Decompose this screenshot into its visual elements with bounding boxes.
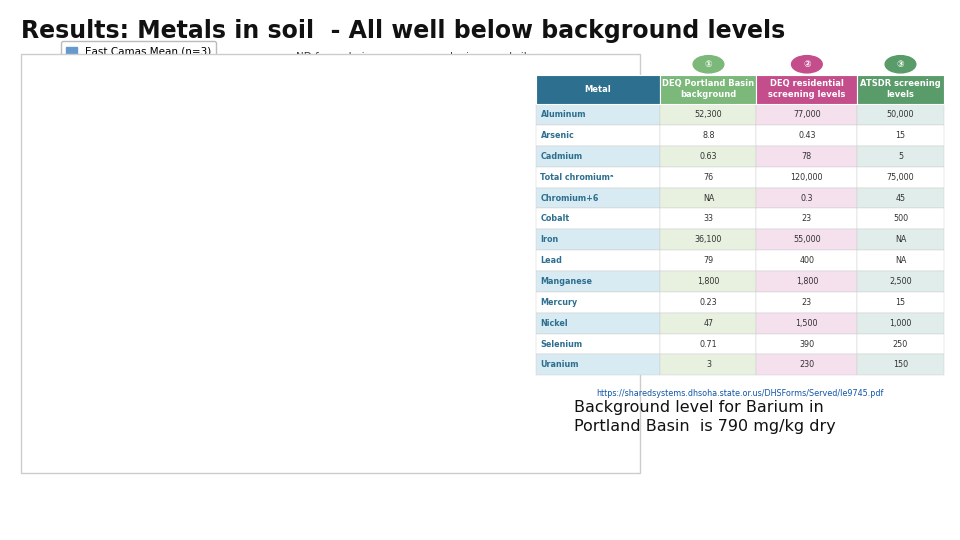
Text: 50,000: 50,000	[887, 110, 914, 119]
Text: 0.43: 0.43	[798, 131, 816, 140]
Text: Aluminum: Aluminum	[540, 110, 586, 119]
Text: Metal: Metal	[585, 85, 612, 94]
Text: Manganese: Manganese	[540, 277, 592, 286]
Legend: East Camas Mean (n=3), West Camas (n=1): East Camas Mean (n=3), West Camas (n=1)	[61, 41, 216, 77]
Text: 400: 400	[800, 256, 814, 265]
Text: 45: 45	[896, 193, 905, 202]
Text: Cadmium: Cadmium	[540, 152, 583, 161]
Text: DEQ residential
screening levels: DEQ residential screening levels	[768, 79, 846, 99]
Bar	[369, 403, 391, 421]
Text: ③: ③	[897, 60, 904, 69]
Text: 33: 33	[704, 214, 713, 224]
Text: 120,000: 120,000	[791, 173, 823, 181]
Text: 1,000: 1,000	[889, 319, 912, 328]
Text: 5: 5	[898, 152, 903, 161]
Text: 500: 500	[893, 214, 908, 224]
Text: Arsenic: Arsenic	[540, 131, 574, 140]
Text: 230: 230	[800, 360, 814, 369]
Text: 2,500: 2,500	[889, 277, 912, 286]
Text: 0.23: 0.23	[700, 298, 717, 307]
Text: Results: Metals in soil  - All well below background levels: Results: Metals in soil - All well below…	[21, 19, 785, 43]
Text: Total chromiumᵃ: Total chromiumᵃ	[540, 173, 614, 181]
Text: 1,800: 1,800	[796, 277, 818, 286]
Bar	[203, 148, 225, 421]
Text: Mercury: Mercury	[540, 298, 578, 307]
Text: Nickel: Nickel	[540, 319, 568, 328]
Text: ATSDR screening
levels: ATSDR screening levels	[860, 79, 941, 99]
Text: 150: 150	[893, 360, 908, 369]
Bar	[306, 389, 328, 421]
Text: NA: NA	[703, 193, 714, 202]
Y-axis label: Soil concentration (mg/kg  dry): Soil concentration (mg/kg dry)	[44, 171, 54, 345]
Text: 1,800: 1,800	[697, 277, 720, 286]
Text: 0.3: 0.3	[801, 193, 813, 202]
Bar	[180, 157, 203, 421]
Text: ②: ②	[804, 60, 810, 69]
Text: 78: 78	[802, 152, 812, 161]
Text: DEQ Portland Basin
background: DEQ Portland Basin background	[662, 79, 755, 99]
Bar	[139, 417, 161, 421]
Text: Iron: Iron	[540, 235, 559, 244]
Text: Lead: Lead	[540, 256, 563, 265]
Text: 0.71: 0.71	[700, 340, 717, 348]
Text: NA: NA	[895, 235, 906, 244]
Text: https://sharedsystems.dhsoha.state.or.us/DHSForms/Served/le9745.pdf: https://sharedsystems.dhsoha.state.or.us…	[596, 389, 883, 398]
Text: 52,300: 52,300	[695, 110, 722, 119]
Text: 79: 79	[704, 256, 713, 265]
Text: Selenium: Selenium	[540, 340, 583, 348]
Text: 36,100: 36,100	[695, 235, 722, 244]
Text: 77,000: 77,000	[793, 110, 821, 119]
Text: 0.63: 0.63	[700, 152, 717, 161]
Text: ND for cadmium, mercury, selenium, and silver: ND for cadmium, mercury, selenium, and s…	[296, 52, 543, 62]
Text: Chromium+6: Chromium+6	[540, 193, 599, 202]
Bar	[328, 387, 350, 421]
Text: 76: 76	[704, 173, 713, 181]
Bar	[391, 402, 413, 421]
Text: 55,000: 55,000	[793, 235, 821, 244]
Text: 15: 15	[896, 131, 905, 140]
Text: 3: 3	[706, 360, 711, 369]
Text: 23: 23	[802, 214, 812, 224]
Text: 1,500: 1,500	[796, 319, 818, 328]
Text: 250: 250	[893, 340, 908, 348]
Text: ①: ①	[705, 60, 712, 69]
Text: 8.8: 8.8	[702, 131, 715, 140]
Text: 15: 15	[896, 298, 905, 307]
Text: Background level for Barium in
Portland Basin  is 790 mg/kg dry: Background level for Barium in Portland …	[574, 400, 836, 434]
Text: 390: 390	[800, 340, 814, 348]
Text: 23: 23	[802, 298, 812, 307]
Text: 75,000: 75,000	[887, 173, 914, 181]
Text: NA: NA	[895, 256, 906, 265]
X-axis label: RCRA8 Metals: RCRA8 Metals	[311, 442, 408, 455]
Text: 47: 47	[704, 319, 713, 328]
Text: Cobalt: Cobalt	[540, 214, 569, 224]
Bar	[117, 418, 139, 421]
Text: Uranium: Uranium	[540, 360, 579, 369]
